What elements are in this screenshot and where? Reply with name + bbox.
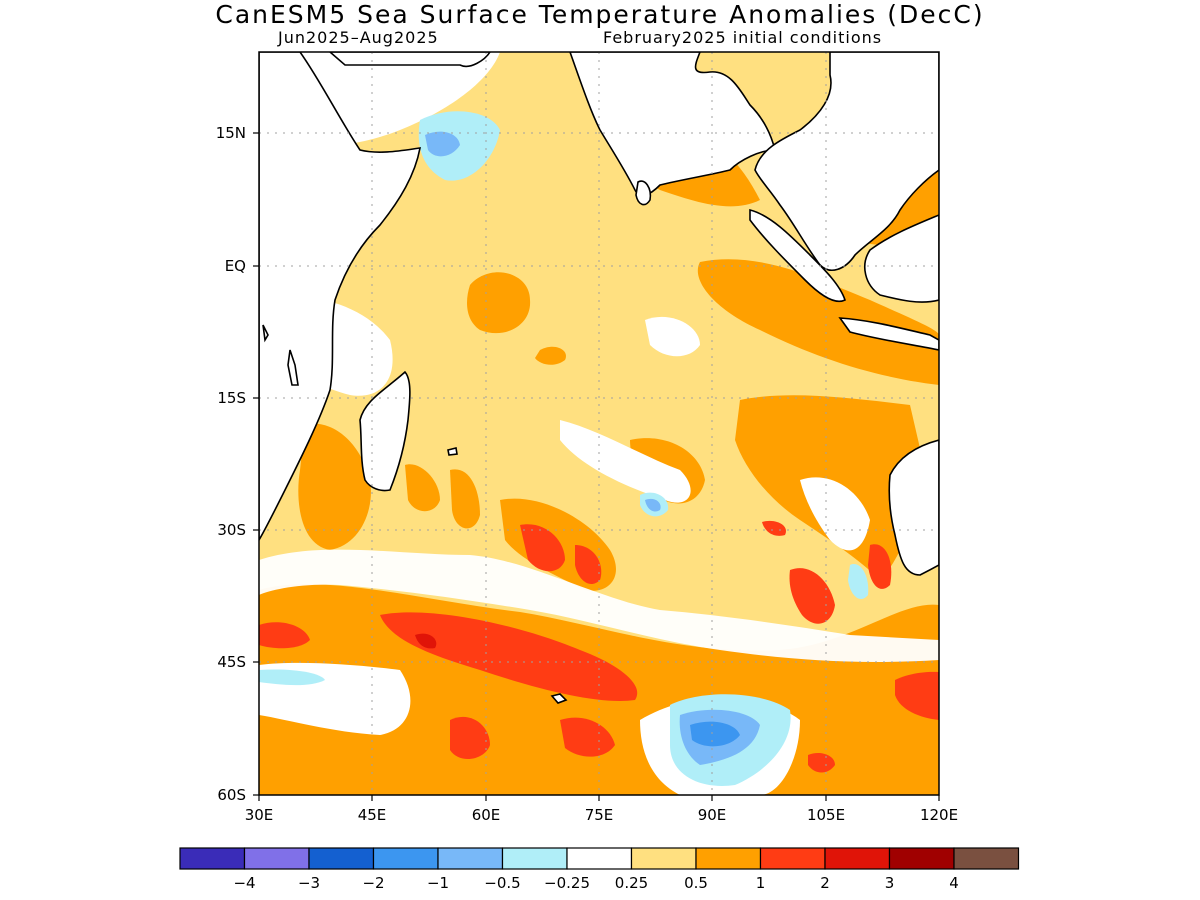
legend-swatch: [630, 847, 697, 870]
legend-label: −0.25: [544, 874, 590, 892]
gridlines: [259, 52, 939, 795]
lat-tick-label: 15N: [216, 124, 246, 142]
legend-swatch: [372, 847, 439, 870]
lon-tick-label: 75E: [585, 806, 614, 824]
legend-label: 0.5: [684, 874, 708, 892]
legend-label: −3: [298, 874, 320, 892]
legend-label: −1: [427, 874, 449, 892]
legend-label: 4: [949, 874, 959, 892]
lat-tick-label: EQ: [225, 257, 246, 275]
chart-title: CanESM5 Sea Surface Temperature Anomalie…: [215, 0, 985, 29]
legend-swatch: [824, 847, 891, 870]
legend-label: −2: [362, 874, 384, 892]
lon-axis: 30E 45E 60E 75E 90E 105E 120E: [245, 795, 958, 824]
lon-tick-label: 120E: [920, 806, 958, 824]
lon-tick-label: 60E: [472, 806, 501, 824]
legend-label: 0.25: [615, 874, 648, 892]
legend-swatch: [566, 847, 633, 870]
legend-label: 1: [756, 874, 766, 892]
legend-swatch: [888, 847, 955, 870]
lat-tick-label: 45S: [217, 653, 246, 671]
anomaly-field: [259, 52, 939, 795]
legend-swatch: [179, 847, 246, 870]
legend-swatch: [501, 847, 568, 870]
init-conditions-label: February2025 initial conditions: [603, 28, 883, 47]
lat-tick-label: 60S: [217, 786, 246, 804]
lon-tick-label: 45E: [358, 806, 387, 824]
lon-tick-label: 105E: [807, 806, 845, 824]
legend-label: −0.5: [484, 874, 520, 892]
legend-swatch: [953, 847, 1020, 870]
lat-tick-label: 30S: [217, 521, 246, 539]
legend-label: −4: [233, 874, 255, 892]
lon-tick-label: 30E: [245, 806, 274, 824]
lat-tick-label: 15S: [217, 389, 246, 407]
legend-swatch: [243, 847, 310, 870]
legend-swatch: [759, 847, 826, 870]
legend-swatch: [695, 847, 762, 870]
color-legend: −4 −3 −2 −1 −0.5 −0.25 0.25 0.5 1 2 3 4: [179, 847, 1020, 892]
legend-label: 2: [820, 874, 830, 892]
legend-label: 3: [885, 874, 895, 892]
lat-axis: 15N EQ 15S 30S 45S 60S: [216, 124, 259, 804]
legend-swatch: [308, 847, 375, 870]
season-label: Jun2025–Aug2025: [278, 28, 439, 47]
lon-tick-label: 90E: [698, 806, 727, 824]
legend-swatch: [437, 847, 504, 870]
